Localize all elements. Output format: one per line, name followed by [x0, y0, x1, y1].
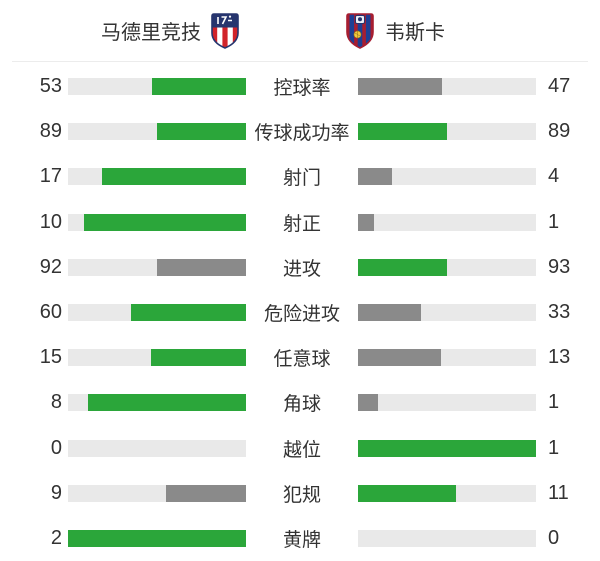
home-bar-fill [165, 484, 246, 502]
away-team-name: 韦斯卡 [385, 22, 445, 44]
stat-row: 8 角球 1 [0, 380, 600, 425]
away-bar [358, 213, 536, 231]
stat-row: 89 传球成功率 89 [0, 109, 600, 154]
away-team: 韦斯卡 [300, 12, 600, 50]
stat-label: 传球成功率 [254, 123, 350, 145]
stat-row: 60 危险进攻 33 [0, 290, 600, 335]
stat-row: 53 控球率 47 [0, 64, 600, 109]
home-bar-fill [157, 258, 246, 276]
home-bar [68, 213, 246, 231]
away-value: 93 [548, 255, 571, 278]
home-bar [68, 529, 246, 547]
away-bar [358, 439, 536, 457]
home-bar-fill [150, 349, 246, 367]
away-bar-fill [358, 213, 375, 231]
stat-label: 射正 [282, 213, 321, 235]
away-bar [358, 484, 536, 502]
away-bar-fill [358, 439, 536, 457]
stat-label: 黄牌 [282, 529, 321, 551]
home-bar-fill [131, 304, 246, 322]
home-bar-fill [151, 78, 246, 96]
stat-label: 犯规 [282, 484, 321, 506]
stats-list: 53 控球率 47 89 传球成功率 89 17 射门 4 10 [0, 62, 600, 561]
away-value: 33 [548, 301, 571, 324]
home-bar [68, 123, 246, 141]
away-bar [358, 78, 536, 96]
home-value: 60 [39, 301, 62, 324]
away-bar-fill [358, 349, 441, 367]
away-bar [358, 349, 536, 367]
stat-row: 15 任意球 13 [0, 335, 600, 380]
home-value: 10 [39, 210, 62, 233]
huesca-crest-icon [346, 12, 374, 49]
header-divider [12, 61, 588, 62]
stat-row: 10 射正 1 [0, 200, 600, 245]
away-bar [358, 258, 536, 276]
home-value: 89 [39, 120, 62, 143]
home-value: 0 [50, 436, 62, 459]
stat-label: 任意球 [273, 349, 331, 371]
away-bar [358, 123, 536, 141]
stat-label: 控球率 [273, 78, 331, 100]
away-value: 1 [548, 210, 560, 233]
away-value: 0 [548, 526, 560, 549]
stat-label: 危险进攻 [263, 304, 340, 326]
away-bar-fill [358, 484, 456, 502]
stat-row: 9 犯规 11 [0, 471, 600, 516]
stat-row: 2 黄牌 0 [0, 516, 600, 561]
away-value: 11 [548, 481, 569, 504]
away-bar [358, 529, 536, 547]
home-bar [68, 439, 246, 457]
home-bar [68, 78, 246, 96]
stat-label: 角球 [282, 394, 321, 416]
home-value: 2 [50, 526, 62, 549]
away-bar-fill [358, 123, 447, 141]
away-bar [358, 394, 536, 412]
home-team: 马德里竞技 [0, 12, 300, 50]
atletico-madrid-crest-icon [211, 12, 239, 49]
away-bar-fill [358, 394, 378, 412]
away-bar-fill [358, 168, 392, 186]
stat-row: 17 射门 4 [0, 154, 600, 199]
home-bar-fill [101, 168, 246, 186]
away-bar [358, 304, 536, 322]
home-value: 9 [50, 481, 62, 504]
stat-row: 0 越位 1 [0, 426, 600, 471]
home-bar-fill [157, 123, 246, 141]
stat-row: 92 进攻 93 [0, 245, 600, 290]
home-bar-fill [87, 394, 246, 412]
home-bar-fill [68, 529, 246, 547]
stat-label: 进攻 [282, 258, 321, 280]
away-bar-fill [358, 258, 448, 276]
home-bar [68, 168, 246, 186]
home-bar [68, 349, 246, 367]
away-bar-fill [358, 304, 422, 322]
stat-label: 越位 [282, 439, 321, 461]
away-value: 1 [548, 436, 560, 459]
home-bar [68, 484, 246, 502]
home-value: 53 [39, 75, 62, 98]
home-value: 15 [39, 346, 62, 369]
home-team-name: 马德里竞技 [101, 22, 201, 44]
match-header: 马德里竞技 [0, 0, 600, 61]
home-value: 92 [39, 255, 62, 278]
away-value: 13 [548, 346, 571, 369]
home-bar [68, 258, 246, 276]
away-bar [358, 168, 536, 186]
home-bar-fill [84, 213, 246, 231]
home-value: 8 [50, 391, 62, 414]
away-value: 1 [548, 391, 560, 414]
stat-label: 射门 [282, 168, 321, 190]
home-bar [68, 394, 246, 412]
home-value: 17 [39, 165, 62, 188]
away-value: 4 [548, 165, 560, 188]
away-value: 89 [548, 120, 571, 143]
away-value: 47 [548, 75, 571, 98]
away-bar-fill [358, 78, 442, 96]
home-bar [68, 304, 246, 322]
